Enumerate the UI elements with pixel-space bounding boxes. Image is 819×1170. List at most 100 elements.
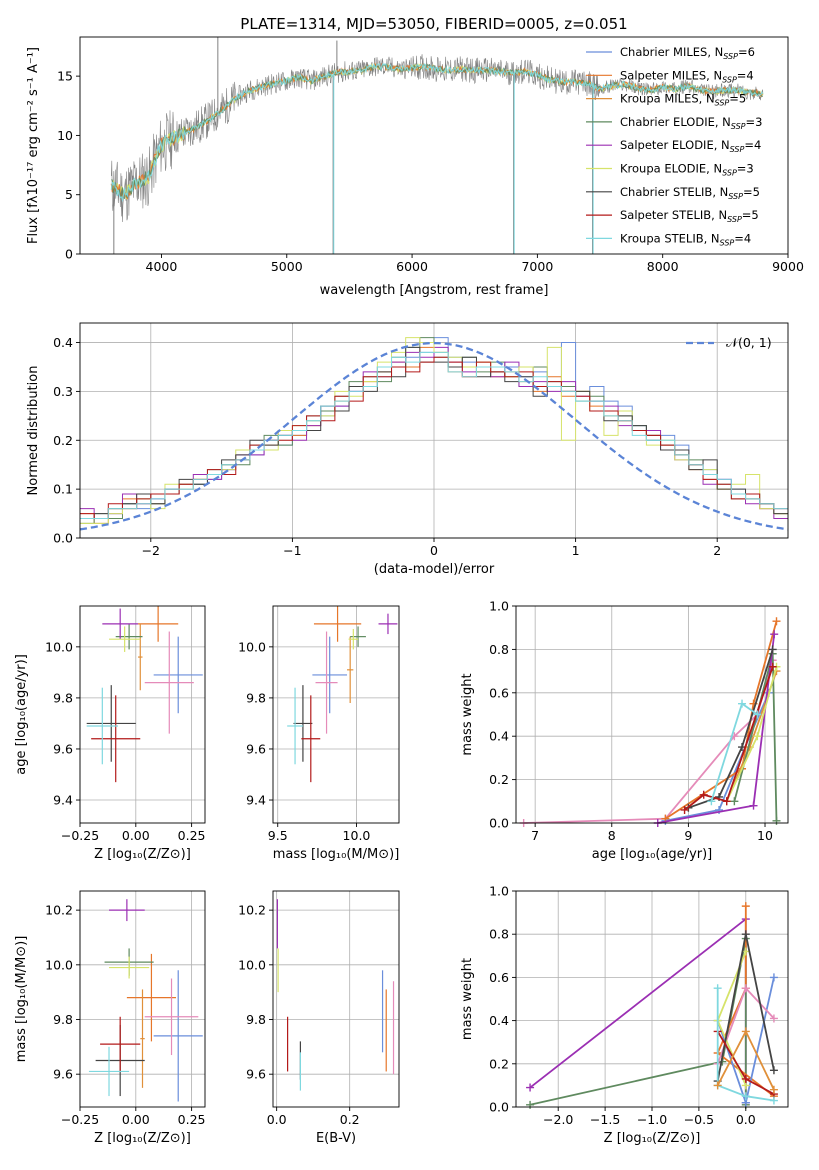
figure-title: PLATE=1314, MJD=53050, FIBERID=0005, z=0… <box>240 15 627 33</box>
mass-vs-Z-ytick-label: 9.6 <box>53 1067 73 1082</box>
spectrum-plot-area <box>110 37 764 254</box>
spectrum-legend-label: Salpeter MILES, NSSP=4 <box>620 68 754 84</box>
mass-weight-vs-Z-marker <box>526 1100 535 1109</box>
spectrum-legend-label: Salpeter STELIB, NSSP=5 <box>620 208 759 224</box>
mass-weight-vs-Z-marker <box>769 1085 778 1094</box>
spectrum-legend-label: Chabrier ELODIE, NSSP=3 <box>620 115 762 131</box>
mass-weight-vs-Z-marker <box>741 984 750 993</box>
mass-weight-vs-Z-ytick-label: 0.4 <box>489 1013 509 1028</box>
mass-weight-vs-Z-marker <box>769 1014 778 1023</box>
mass-weight-vs-Z-series-line <box>716 988 775 1102</box>
mass-weight-vs-age-marker <box>730 797 739 806</box>
mass-weight-vs-Z-series-line <box>529 938 747 1106</box>
age-vs-Z-ytick-label: 10.0 <box>45 639 73 654</box>
mass-weight-vs-age-marker <box>699 790 708 799</box>
residuals-ytick-label: 0.0 <box>53 531 73 546</box>
residuals-xtick-label: 0 <box>430 543 438 558</box>
residuals-xtick-label: −1 <box>283 543 301 558</box>
age-vs-Z-xtick-label: 0.25 <box>178 828 206 843</box>
age-vs-Z-ylabel: age [log₁₀(age/yr)] <box>14 654 29 775</box>
residuals-ytick-label: 0.4 <box>53 335 73 350</box>
mass-weight-vs-Z-xtick-label: −1.0 <box>637 1112 667 1127</box>
spectrum-xlabel: wavelength [Angstrom, rest frame] <box>320 283 549 298</box>
mass-weight-vs-age-marker <box>772 617 781 626</box>
residual-histogram <box>80 351 788 519</box>
mass-weight-vs-Z-marker <box>769 973 778 982</box>
mass-weight-vs-age-marker <box>749 801 758 810</box>
mass-weight-vs-Z-ylabel: mass weight <box>460 958 475 1040</box>
mass-weight-vs-age-marker <box>738 699 747 708</box>
age-vs-Z-ytick-label: 9.8 <box>53 690 73 705</box>
age-vs-Z-ytick-label: 9.4 <box>53 793 73 808</box>
age-vs-Z-xtick-label: 0.00 <box>122 828 150 843</box>
mass-weight-vs-Z-ytick-label: 1.0 <box>489 884 509 899</box>
residuals-ytick-label: 0.1 <box>53 482 73 497</box>
mass-weight-vs-age-marker <box>722 797 731 806</box>
mass-vs-EBV-ytick-label: 10.2 <box>238 903 266 918</box>
spectrum-legend-label: Chabrier STELIB, NSSP=5 <box>620 185 760 201</box>
mass-weight-vs-Z-marker <box>741 1027 750 1036</box>
mass-weight-vs-age-ylabel: mass weight <box>460 673 475 755</box>
age-vs-mass-xlabel: mass [log₁₀(M/M⊙)] <box>273 847 400 862</box>
mass-vs-Z-ylabel: mass [log₁₀(M/M⊙)] <box>14 936 29 1063</box>
residuals-ytick-label: 0.2 <box>53 433 73 448</box>
mass-weight-vs-Z-marker <box>769 1066 778 1075</box>
spectrum-xtick-label: 7000 <box>521 259 553 274</box>
mass-weight-vs-Z-series-line <box>716 906 775 1097</box>
mass-weight-vs-Z-xlabel: Z [log₁₀(Z/Z⊙)] <box>604 1131 701 1146</box>
mass-weight-vs-age-ytick-label: 0.0 <box>489 816 509 831</box>
spectrum-data-line <box>111 54 764 223</box>
mass-weight-vs-Z-marker <box>741 902 750 911</box>
mass-vs-Z-frame <box>79 890 206 1108</box>
mass-weight-vs-Z-marker <box>713 1081 722 1090</box>
mass-weight-vs-age-marker <box>707 797 716 806</box>
mass-weight-vs-Z-ytick-label: 0.8 <box>489 927 509 942</box>
spectrum-ytick-label: 5 <box>65 187 73 202</box>
mass-weight-vs-age-series-line <box>684 666 774 811</box>
mass-weight-vs-age-xtick-label: 7 <box>531 828 539 843</box>
spectrum-xtick-label: 9000 <box>772 259 804 274</box>
mass-weight-vs-Z-marker <box>769 1096 778 1105</box>
spectrum-ytick-label: 15 <box>57 69 73 84</box>
mass-weight-vs-age-ytick-label: 1.0 <box>489 599 509 614</box>
mass-vs-Z-ytick-label: 9.8 <box>53 1012 73 1027</box>
mass-weight-vs-age-ytick-label: 0.4 <box>489 729 509 744</box>
gaussian-curve <box>79 341 789 531</box>
age-vs-mass-frame <box>272 605 400 824</box>
spectrum-model-line <box>111 62 763 201</box>
mass-weight-vs-age-marker <box>768 645 777 654</box>
mass-weight-vs-Z-xtick-label: −0.5 <box>684 1112 714 1127</box>
spectrum-legend-label: Kroupa MILES, NSSP=5 <box>620 92 746 108</box>
mass-vs-Z-xtick-label: 0.25 <box>178 1112 206 1127</box>
mass-weight-vs-Z-xtick-label: 0.0 <box>736 1112 756 1127</box>
mass-weight-vs-age-xtick-label: 9 <box>684 828 692 843</box>
spectrum-ytick-label: 0 <box>65 247 73 262</box>
mass-weight-vs-age-frame <box>515 605 789 824</box>
mass-weight-vs-age-marker <box>753 732 762 741</box>
mass-weight-vs-Z-marker <box>526 1083 535 1092</box>
mass-weight-vs-age-ytick-label: 0.2 <box>489 772 509 787</box>
spectrum-xtick-label: 6000 <box>396 259 428 274</box>
mass-vs-EBV-frame <box>272 890 400 1108</box>
spectrum-ytick-label: 10 <box>57 128 73 143</box>
spectrum-frame <box>79 36 789 255</box>
age-vs-Z-ytick-label: 9.6 <box>53 741 73 756</box>
age-vs-mass-xtick-label: 10.0 <box>343 828 371 843</box>
spectrum-legend-label: Salpeter ELODIE, NSSP=4 <box>620 138 761 154</box>
mass-vs-Z-xlabel: Z [log₁₀(Z/Z⊙)] <box>94 1131 191 1146</box>
mass-vs-EBV-xtick-label: 0.0 <box>267 1112 287 1127</box>
mass-vs-Z-ytick-label: 10.2 <box>45 903 73 918</box>
mass-vs-EBV-ytick-label: 10.0 <box>238 957 266 972</box>
mass-weight-vs-age-marker <box>753 710 762 719</box>
mass-weight-vs-Z-marker <box>741 930 750 939</box>
spectrum-xtick-label: 5000 <box>271 259 303 274</box>
mass-weight-vs-Z-xtick-label: −2.0 <box>543 1112 573 1127</box>
mass-weight-vs-age-xtick-label: 10 <box>757 828 773 843</box>
spectrum-ylabel: Flux [fλ10⁻¹⁷ erg cm⁻² s⁻¹ A⁻¹] <box>26 47 41 244</box>
mass-weight-vs-age-xlabel: age [log₁₀(age/yr)] <box>592 847 713 862</box>
mass-vs-EBV-xtick-label: 0.2 <box>340 1112 360 1127</box>
mass-weight-vs-age-marker <box>770 630 779 639</box>
residuals-ylabel: Normed distribution <box>26 366 41 496</box>
age-vs-Z-frame <box>79 605 206 824</box>
